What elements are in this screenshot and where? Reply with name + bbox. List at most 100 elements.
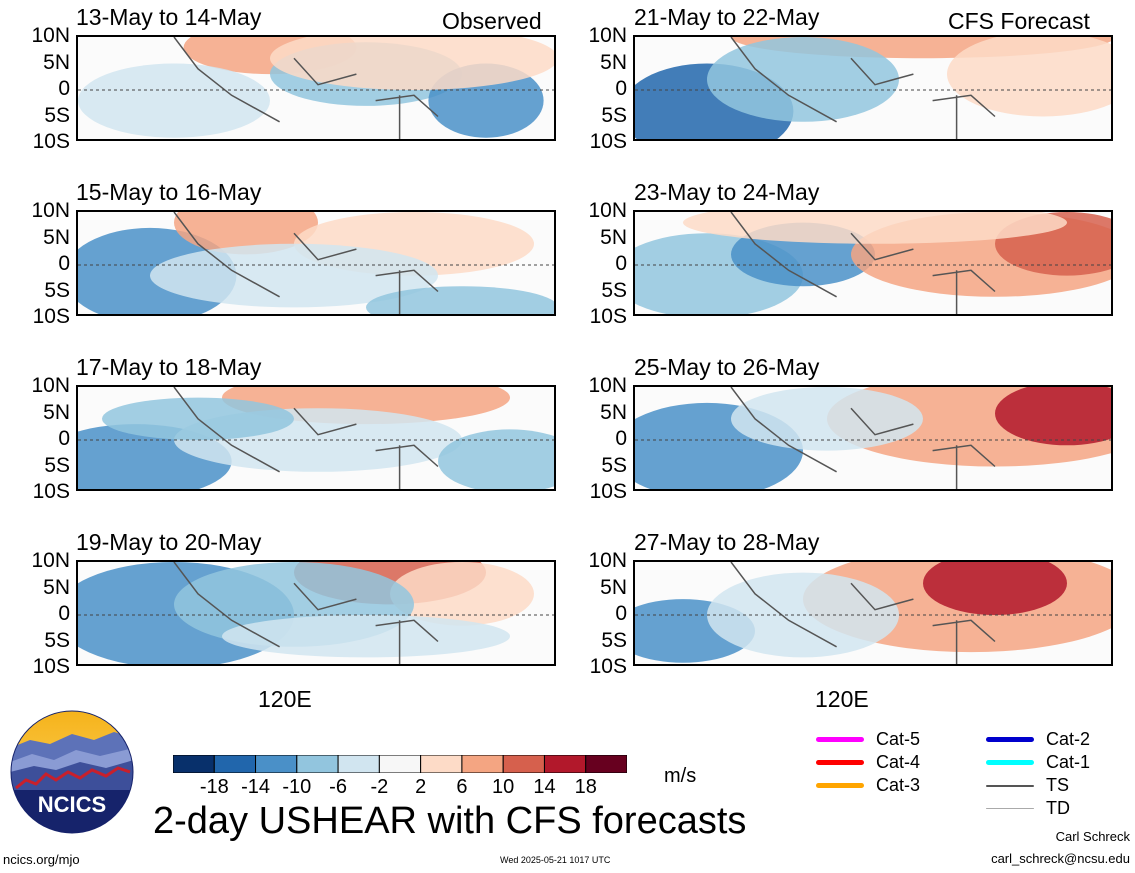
x-tick-label: 120E xyxy=(815,686,869,712)
y-tick-label: 0 xyxy=(58,427,70,450)
map-panel xyxy=(76,385,556,491)
shear-contour xyxy=(150,243,438,308)
y-tick-label: 5N xyxy=(600,400,627,424)
shear-field xyxy=(78,562,554,664)
legend-label: TD xyxy=(1046,798,1070,818)
y-tick-label: 10S xyxy=(32,305,70,328)
shear-field xyxy=(78,37,554,139)
colorbar-tick-label: 18 xyxy=(574,776,597,798)
y-tick-label: 10N xyxy=(588,374,627,397)
panel-title: 19-May to 20-May xyxy=(76,529,262,555)
y-tick-label: 0 xyxy=(615,252,627,275)
coastline xyxy=(730,562,996,664)
legend-label: Cat-3 xyxy=(876,775,921,795)
y-tick-label: 5S xyxy=(601,453,627,477)
y-tick-label: 10S xyxy=(32,655,70,678)
shear-contour xyxy=(78,63,270,138)
coastline xyxy=(730,387,996,489)
colorbar-swatch xyxy=(172,754,215,774)
y-tick-label: 0 xyxy=(615,602,627,625)
y-tick-label: 0 xyxy=(58,77,70,100)
map-panel xyxy=(76,210,556,316)
colorbar-swatch xyxy=(255,754,298,774)
y-tick-label: 5S xyxy=(44,278,70,302)
coastline xyxy=(173,562,439,664)
panel-title: 15-May to 16-May xyxy=(76,179,262,205)
shear-field xyxy=(635,562,1111,664)
coastline xyxy=(730,37,996,139)
legend-swatch xyxy=(816,737,864,742)
panel-title: 25-May to 26-May xyxy=(634,354,820,380)
colorbar-swatch xyxy=(296,754,339,774)
y-tick-label: 5N xyxy=(600,225,627,249)
shear-contour xyxy=(174,212,318,255)
coastline xyxy=(730,212,996,314)
shear-contour xyxy=(995,387,1111,446)
shear-contour xyxy=(731,387,923,451)
logo-text: NCICS xyxy=(38,792,106,817)
y-tick-label: 10S xyxy=(589,305,627,328)
map-panel xyxy=(633,385,1113,491)
coastline xyxy=(173,387,439,489)
colorbar-tick-label: 6 xyxy=(456,776,468,798)
y-tick-label: 5S xyxy=(44,628,70,652)
footer-author: Carl Schreck xyxy=(1055,829,1130,844)
coastline xyxy=(173,212,439,314)
y-tick-label: 5S xyxy=(44,453,70,477)
footer-url: ncics.org/mjo xyxy=(3,852,80,867)
y-tick-label: 5N xyxy=(43,50,70,74)
panel-title: 23-May to 24-May xyxy=(634,179,820,205)
x-tick-label: 120E xyxy=(258,686,312,712)
shear-field xyxy=(635,212,1111,314)
y-tick-label: 10S xyxy=(32,480,70,503)
colorbar-tick-label: -18 xyxy=(199,776,229,798)
shear-contour xyxy=(390,562,534,626)
footer-email: carl_schreck@ncsu.edu xyxy=(991,851,1130,866)
ncics-logo: NCICS xyxy=(10,710,134,834)
map-panel xyxy=(633,560,1113,666)
y-tick-label: 0 xyxy=(615,77,627,100)
main-title: 2-day USHEAR with CFS forecasts xyxy=(153,800,747,842)
colorbar-swatch xyxy=(502,754,545,774)
shear-field xyxy=(78,212,554,314)
colorbar-swatch xyxy=(378,754,422,774)
shear-contour xyxy=(438,429,554,489)
y-tick-label: 5N xyxy=(43,225,70,249)
shear-field xyxy=(635,37,1111,139)
legend-label: Cat-5 xyxy=(876,729,921,749)
y-tick-label: 10S xyxy=(589,655,627,678)
colorbar-tick-label: -10 xyxy=(282,776,312,798)
colorbar-tick-label: 10 xyxy=(492,776,515,798)
panel-title: 13-May to 14-May xyxy=(76,4,262,30)
y-tick-label: 10N xyxy=(588,549,627,572)
legend-label: Cat-1 xyxy=(1046,752,1091,772)
y-tick-label: 5N xyxy=(600,50,627,74)
legend-swatch xyxy=(816,783,864,788)
shear-field xyxy=(635,387,1111,489)
shear-field xyxy=(78,387,554,489)
y-tick-label: 10S xyxy=(32,130,70,153)
legend-swatch xyxy=(986,785,1034,787)
legend-swatch xyxy=(986,737,1034,742)
y-tick-label: 5S xyxy=(601,628,627,652)
colorbar-tick-label: -6 xyxy=(329,776,347,798)
y-tick-label: 0 xyxy=(615,427,627,450)
corner-label: CFS Forecast xyxy=(948,8,1090,34)
y-tick-label: 10N xyxy=(31,374,70,397)
shear-contour xyxy=(222,615,510,658)
colorbar-tick-label: -14 xyxy=(241,776,270,798)
legend-label: Cat-4 xyxy=(876,752,921,772)
panel-title: 21-May to 22-May xyxy=(634,4,820,30)
legend-swatch xyxy=(816,760,864,765)
y-tick-label: 10N xyxy=(31,24,70,47)
y-tick-label: 10S xyxy=(589,130,627,153)
corner-label: Observed xyxy=(442,8,542,34)
colorbar-swatch xyxy=(461,754,504,774)
colorbar-tick-label: 2 xyxy=(415,776,427,798)
map-panel xyxy=(76,560,556,666)
shear-contour xyxy=(947,37,1111,117)
panel-title: 27-May to 28-May xyxy=(634,529,820,555)
y-tick-label: 5N xyxy=(43,575,70,599)
map-panel xyxy=(633,210,1113,316)
colorbar-swatch xyxy=(337,754,380,774)
